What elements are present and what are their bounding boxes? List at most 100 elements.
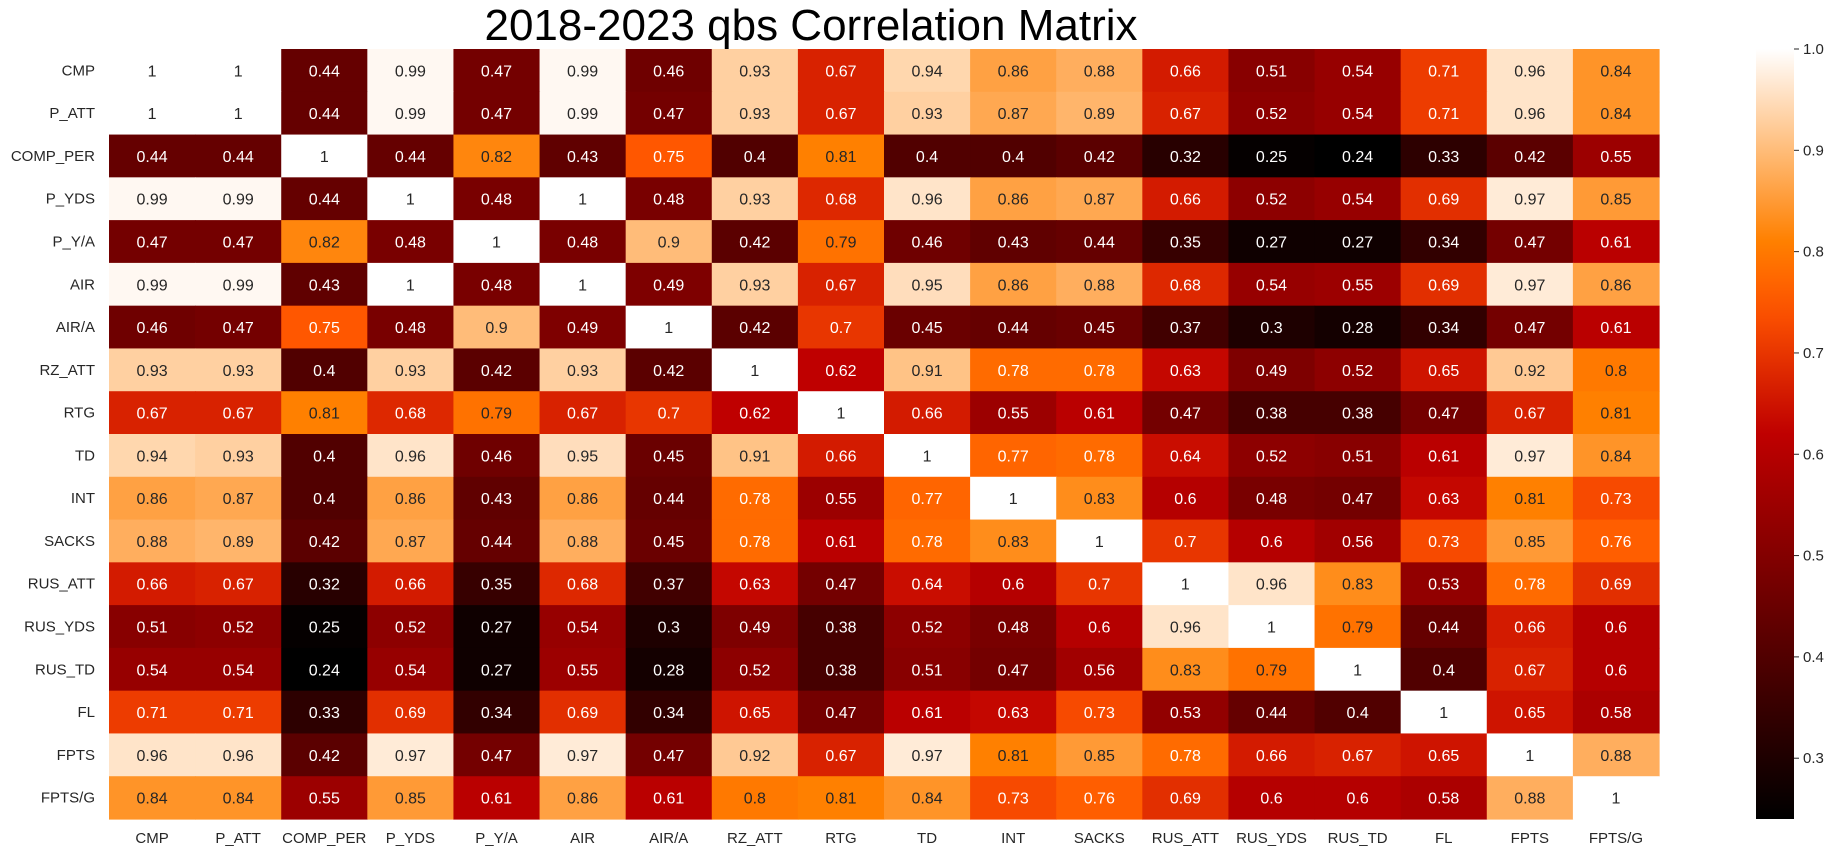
x-tick-label: P_YDS: [386, 830, 435, 847]
cell-value-label: 0.9: [658, 235, 680, 252]
heatmap-cell: [1056, 91, 1143, 136]
cell-value-label: 0.49: [739, 620, 770, 637]
cell-value-label: 1: [406, 192, 415, 209]
cell-value-label: 0.81: [309, 406, 340, 423]
cell-value-label: 0.47: [481, 748, 512, 765]
cell-value-label: 0.91: [911, 363, 942, 380]
heatmap-cell: [797, 91, 885, 136]
heatmap-cell: [1400, 91, 1488, 136]
heatmap-cell: [539, 262, 627, 307]
heatmap-cell: [970, 220, 1057, 264]
cell-value-label: 0.6: [1605, 620, 1627, 637]
cell-value-label: 0.55: [309, 791, 340, 808]
heatmap-cell: [195, 519, 282, 563]
heatmap-cell: [1142, 134, 1230, 178]
heatmap-cell: [970, 605, 1057, 649]
heatmap-cell: [797, 177, 885, 221]
heatmap-cell: [1314, 605, 1402, 649]
cell-value-label: 0.48: [653, 192, 684, 209]
heatmap-cell: [367, 177, 455, 221]
heatmap-cell: [1572, 519, 1660, 563]
heatmap-cell: [1228, 348, 1316, 392]
heatmap-cell: [1056, 220, 1143, 264]
heatmap-cell: [281, 134, 368, 178]
heatmap-cell: [1486, 776, 1574, 820]
heatmap-cell: [367, 519, 455, 563]
heatmap-cell: [1572, 733, 1660, 777]
cell-value-label: 0.84: [911, 791, 942, 808]
x-tick-label: FPTS/G: [1589, 830, 1643, 847]
cell-value-label: 0.86: [998, 277, 1029, 294]
cell-value-label: 0.67: [825, 106, 856, 123]
heatmap-cell: [1400, 262, 1488, 307]
heatmap-cell: [109, 391, 196, 435]
heatmap-cell: [625, 262, 713, 307]
cell-value-label: 0.69: [395, 705, 426, 722]
cell-value-label: 0.38: [1256, 406, 1287, 423]
cell-value-label: 0.56: [1342, 534, 1373, 551]
heatmap-cell: [109, 220, 196, 264]
cell-value-label: 0.53: [1428, 577, 1459, 594]
heatmap-cell: [1056, 434, 1143, 478]
x-tick-label: RUS_TD: [1328, 830, 1388, 847]
cell-value-label: 0.79: [825, 235, 856, 252]
cell-value-label: 1: [578, 277, 587, 294]
cell-value-label: 0.58: [1600, 705, 1631, 722]
cell-value-label: 0.48: [481, 277, 512, 294]
cell-value-label: 0.99: [223, 192, 254, 209]
heatmap-cell: [195, 562, 282, 606]
cell-value-label: 0.32: [309, 577, 340, 594]
heatmap-cell: [1400, 519, 1488, 563]
heatmap-cell: [453, 605, 541, 649]
heatmap-cell: [711, 91, 799, 136]
heatmap-cell: [1486, 605, 1574, 649]
cell-value-label: 0.47: [136, 235, 167, 252]
heatmap-cell: [1228, 605, 1316, 649]
heatmap-cell: [1228, 690, 1316, 735]
heatmap-cell: [453, 391, 541, 435]
heatmap-cell: [625, 647, 713, 692]
cell-value-label: 0.69: [1170, 791, 1201, 808]
cell-value-label: 0.44: [481, 534, 512, 551]
x-tick-label: RZ_ATT: [727, 830, 783, 847]
cell-value-label: 0.63: [998, 705, 1029, 722]
heatmap-cell: [1486, 434, 1574, 478]
cell-value-label: 0.75: [653, 149, 684, 166]
heatmap-cell: [884, 305, 971, 350]
heatmap-cell: [1228, 519, 1316, 563]
heatmap-cell: [281, 776, 368, 820]
colorbar-tick-label: 0.7: [1803, 345, 1824, 362]
y-tick-label: AIR/A: [56, 319, 95, 336]
cell-value-label: 0.47: [481, 63, 512, 80]
heatmap-cell: [711, 647, 799, 692]
heatmap-cell: [367, 262, 455, 307]
cell-value-label: 0.78: [1084, 363, 1115, 380]
heatmap-cell: [1314, 305, 1402, 350]
heatmap-cell: [970, 647, 1057, 692]
y-tick-label: RUS_TD: [35, 661, 95, 678]
cell-value-label: 0.66: [1256, 748, 1287, 765]
x-tick-label: COMP_PER: [282, 830, 366, 847]
heatmap-cell: [1142, 348, 1230, 392]
heatmap-cell: [195, 733, 282, 777]
cell-value-label: 0.69: [1600, 577, 1631, 594]
cell-value-label: 0.25: [1256, 149, 1287, 166]
cell-value-label: 0.54: [567, 620, 598, 637]
cell-value-label: 1: [1181, 577, 1190, 594]
heatmap-cell: [109, 305, 196, 350]
heatmap-cell: [1572, 134, 1660, 178]
cell-value-label: 0.52: [911, 620, 942, 637]
heatmap-cell: [109, 134, 196, 178]
heatmap-cell: [1228, 391, 1316, 435]
cell-value-label: 0.73: [998, 791, 1029, 808]
cell-value-label: 0.85: [1600, 192, 1631, 209]
heatmap-cell: [1400, 690, 1488, 735]
cell-value-label: 0.47: [481, 106, 512, 123]
heatmap-cell: [539, 733, 627, 777]
x-tick-labels: CMP P_ATT COMP_PER P_YDS P_Y/A AIR AIR/A RZ_ATT…: [135, 830, 1643, 847]
cell-value-label: 0.78: [739, 491, 770, 508]
cell-value-label: 0.86: [1600, 277, 1631, 294]
heatmap-cell: [625, 134, 713, 178]
cell-value-label: 0.93: [739, 106, 770, 123]
